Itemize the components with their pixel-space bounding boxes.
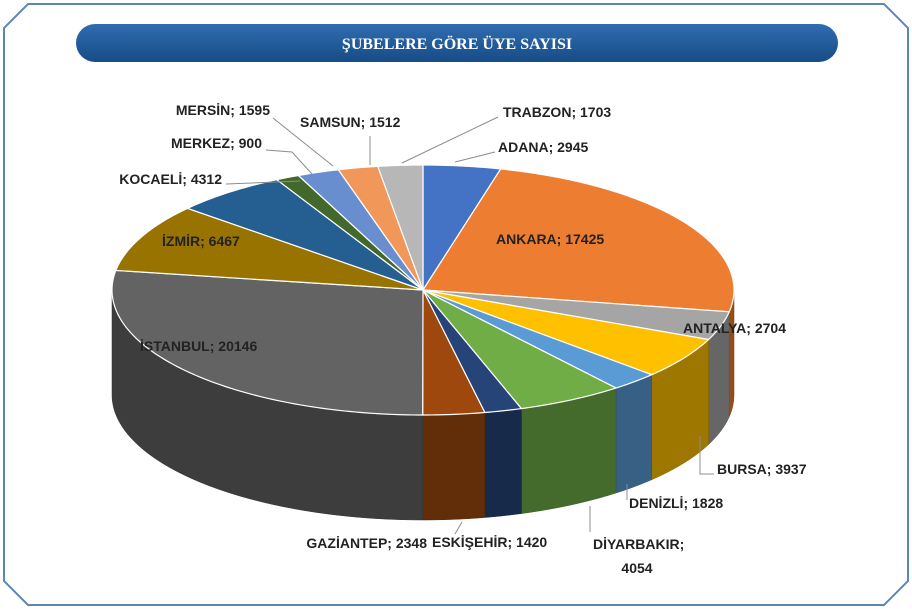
label-name: MERSİN [176, 102, 230, 118]
label-value: 1420 [516, 534, 547, 550]
data-label: ESKİŞEHİR; 1420 [432, 534, 547, 550]
label-separator: ; [361, 114, 370, 130]
pie-slice [422, 289, 618, 410]
label-separator: ; [230, 102, 239, 118]
leader-line [454, 521, 463, 535]
label-value: 1595 [239, 102, 270, 118]
label-value: 4312 [191, 171, 222, 187]
leader-line [225, 180, 301, 185]
leader-line [699, 436, 714, 475]
label-name: SAMSUN [300, 114, 361, 130]
label-separator: ; [557, 231, 566, 247]
pie-slice [422, 289, 710, 376]
data-label: MERSİN; 1595 [176, 102, 270, 118]
data-label: GAZİANTEP; 2348 [306, 535, 427, 551]
label-name: DİYARBAKIR [593, 536, 680, 552]
label-separator: ; [200, 233, 209, 249]
leader-line [265, 149, 313, 175]
label-name: İZMİR [162, 233, 200, 249]
data-label: BURSA; 3937 [717, 461, 807, 477]
pie-slice [376, 164, 424, 291]
label-separator: ; [387, 535, 396, 551]
data-labels: ADANA; 2945 ANKARA; 17425 ANTALYA; 2704 BUR… [119, 102, 806, 576]
pie-slice [421, 168, 735, 313]
label-separator: ; [507, 534, 516, 550]
data-label: ANKARA; 17425 [496, 231, 604, 247]
data-label: İSTANBUL; 20146 [140, 338, 257, 354]
label-name: İSTANBUL [140, 338, 210, 354]
pie-side [484, 408, 522, 518]
leader-line [401, 116, 499, 164]
pie-slice [422, 289, 654, 389]
label-name: ADANA [498, 139, 549, 155]
label-separator: ; [683, 495, 692, 511]
label-value: 900 [239, 135, 263, 151]
label-value: 1512 [369, 114, 400, 130]
label-value: 6467 [209, 233, 240, 249]
data-label: DENİZLİ; 1828 [629, 495, 723, 511]
label-name: DENİZLİ [629, 495, 683, 511]
pie-slice [337, 165, 424, 291]
title-bar [76, 24, 838, 62]
data-label: MERKEZ; 900 [171, 135, 262, 151]
label-value: 17425 [565, 231, 604, 247]
chart-title: ŞUBELERE GÖRE ÜYE SAYISI [342, 35, 572, 53]
label-separator: ; [549, 139, 558, 155]
pie-slice [114, 207, 424, 291]
data-label: KOCAELİ; 4312 [119, 171, 222, 187]
leader-line [272, 117, 334, 167]
pie-slice [422, 289, 523, 414]
pie-sides [111, 289, 735, 521]
label-name: ANKARA [496, 231, 557, 247]
pie-slice [297, 169, 424, 291]
label-value: 4054 [621, 560, 652, 576]
leader-line [454, 151, 496, 163]
label-separator: ; [230, 135, 239, 151]
pie-side [615, 374, 652, 494]
label-value: 1828 [692, 495, 723, 511]
label-separator: ; [746, 320, 755, 336]
data-label: SAMSUN; 1512 [300, 114, 401, 130]
data-label: DİYARBAKIR; 4054 [593, 536, 688, 576]
pie-tops [111, 164, 735, 416]
label-name: ANTALYA [683, 320, 746, 336]
data-label: İZMİR; 6467 [162, 233, 240, 249]
label-separator: ; [571, 104, 580, 120]
data-label: ADANA; 2945 [498, 139, 588, 155]
label-value: 1703 [580, 104, 611, 120]
label-name: BURSA [717, 461, 767, 477]
label-separator: ; [680, 536, 689, 552]
pie-slice [422, 289, 731, 341]
label-separator: ; [767, 461, 776, 477]
label-name: KOCAELİ [119, 171, 182, 187]
label-separator: ; [210, 338, 219, 354]
label-name: TRABZON [503, 104, 571, 120]
label-value: 3937 [775, 461, 806, 477]
pie-slice [111, 269, 424, 416]
data-label: TRABZON; 1703 [503, 104, 611, 120]
label-value: 2348 [396, 535, 427, 551]
label-name: ESKİŞEHİR [432, 534, 507, 550]
pie-slice [422, 289, 486, 416]
label-value: 2704 [755, 320, 786, 336]
label-value: 2945 [557, 139, 588, 155]
label-separator: ; [182, 171, 191, 187]
label-name: MERKEZ [171, 135, 231, 151]
data-label: ANTALYA; 2704 [683, 320, 786, 336]
pie-side [422, 412, 486, 521]
label-name: GAZİANTEP [306, 535, 387, 551]
label-value: 20146 [218, 338, 257, 354]
